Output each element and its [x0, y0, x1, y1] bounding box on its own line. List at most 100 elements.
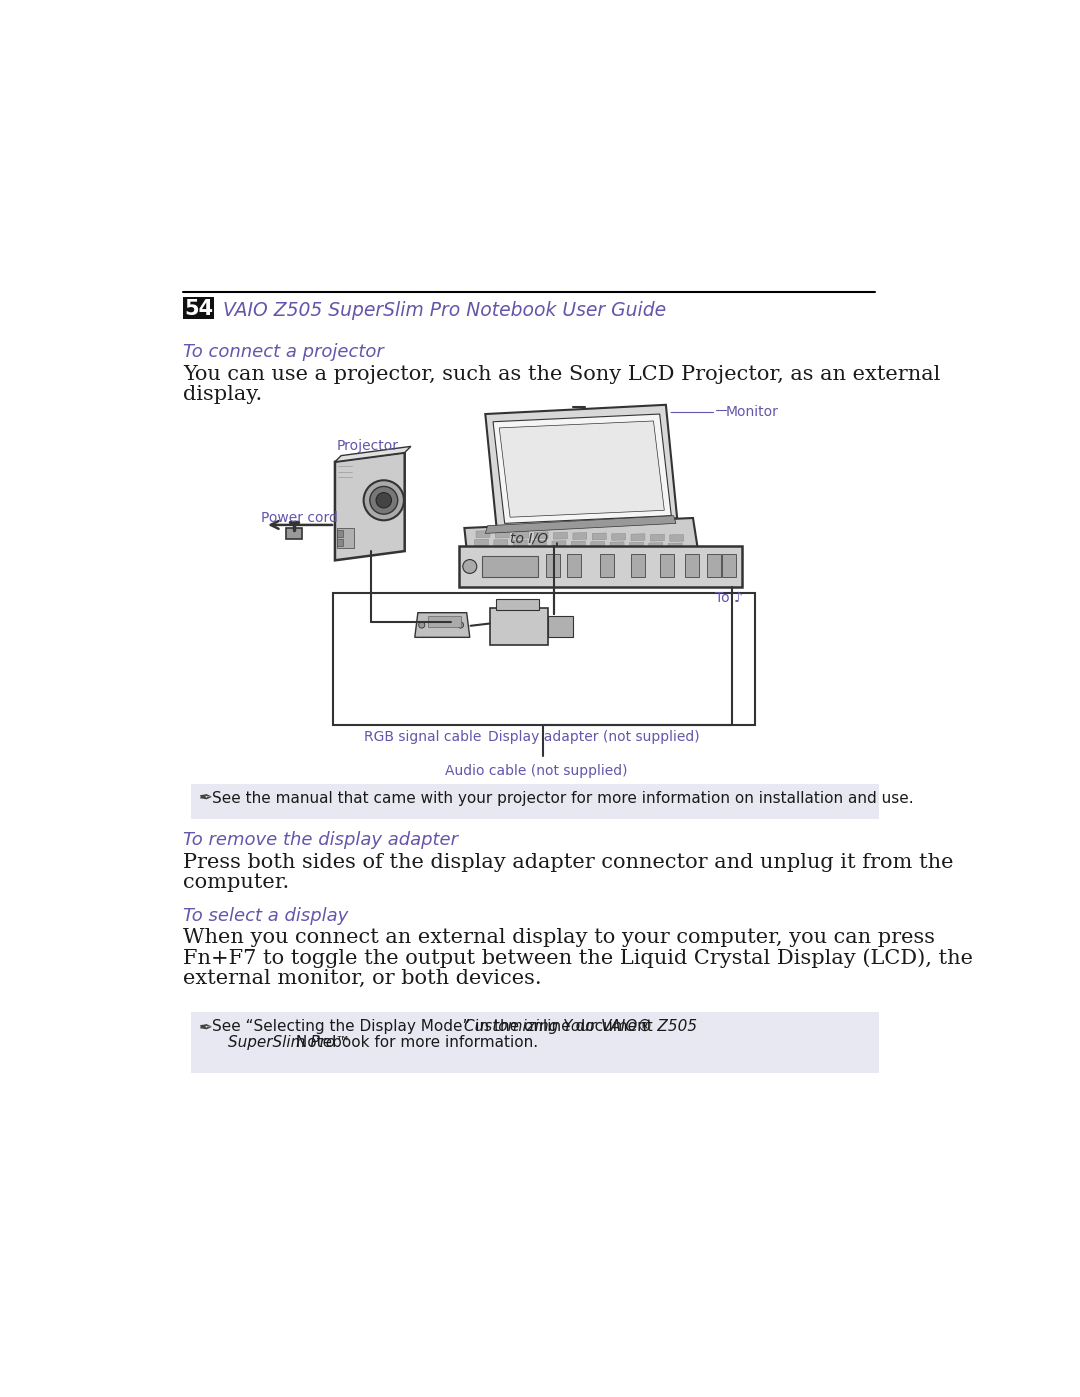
Polygon shape	[554, 532, 567, 539]
Polygon shape	[608, 550, 622, 557]
Polygon shape	[485, 515, 676, 534]
Text: Customizing Your VAIO® Z505: Customizing Your VAIO® Z505	[464, 1020, 698, 1034]
Text: When you connect an external display to your computer, you can press: When you connect an external display to …	[183, 929, 935, 947]
Text: To connect a projector: To connect a projector	[183, 344, 383, 362]
Text: external monitor, or both devices.: external monitor, or both devices.	[183, 968, 542, 988]
FancyBboxPatch shape	[482, 556, 538, 577]
Polygon shape	[494, 539, 508, 546]
Polygon shape	[588, 559, 602, 566]
Polygon shape	[552, 541, 566, 548]
Polygon shape	[496, 531, 510, 538]
Polygon shape	[335, 453, 405, 560]
FancyBboxPatch shape	[600, 555, 613, 577]
FancyBboxPatch shape	[337, 539, 342, 546]
Polygon shape	[549, 557, 563, 564]
Text: to I/O: to I/O	[510, 532, 549, 546]
Text: Audio cable (not supplied): Audio cable (not supplied)	[445, 764, 627, 778]
Polygon shape	[627, 550, 642, 557]
FancyBboxPatch shape	[490, 608, 548, 645]
Circle shape	[364, 481, 404, 520]
FancyBboxPatch shape	[567, 555, 581, 577]
Polygon shape	[607, 559, 621, 566]
Polygon shape	[476, 531, 490, 538]
Text: ✒: ✒	[199, 1020, 213, 1037]
Text: To ♪: To ♪	[715, 591, 743, 605]
Polygon shape	[515, 531, 529, 538]
Polygon shape	[535, 532, 548, 539]
Polygon shape	[592, 534, 606, 539]
FancyBboxPatch shape	[723, 555, 737, 577]
FancyBboxPatch shape	[707, 555, 721, 577]
Text: 54: 54	[184, 299, 213, 319]
Polygon shape	[631, 534, 645, 541]
Polygon shape	[492, 548, 507, 555]
Polygon shape	[494, 414, 672, 524]
Text: Display adapter (not supplied): Display adapter (not supplied)	[488, 729, 699, 743]
Polygon shape	[464, 518, 701, 580]
Polygon shape	[570, 549, 583, 556]
Circle shape	[419, 622, 424, 629]
Circle shape	[458, 622, 463, 629]
Text: Fn+F7 to toggle the output between the Liquid Crystal Display (LCD), the: Fn+F7 to toggle the output between the L…	[183, 949, 973, 968]
Circle shape	[376, 493, 392, 509]
Polygon shape	[473, 548, 487, 555]
Polygon shape	[490, 556, 504, 563]
FancyBboxPatch shape	[548, 616, 572, 637]
Text: computer.: computer.	[183, 873, 289, 891]
Polygon shape	[646, 560, 660, 567]
Text: ✒: ✒	[199, 789, 213, 807]
Text: VAIO Z505 SuperSlim Pro Notebook User Guide: VAIO Z505 SuperSlim Pro Notebook User Gu…	[224, 300, 666, 320]
Circle shape	[369, 486, 397, 514]
Polygon shape	[415, 613, 470, 637]
FancyBboxPatch shape	[545, 555, 559, 577]
Polygon shape	[531, 549, 545, 556]
Polygon shape	[670, 535, 684, 542]
FancyBboxPatch shape	[459, 546, 742, 587]
Polygon shape	[471, 556, 485, 563]
Text: To select a display: To select a display	[183, 907, 348, 925]
Text: You can use a projector, such as the Sony LCD Projector, as an external: You can use a projector, such as the Son…	[183, 365, 941, 384]
Polygon shape	[571, 541, 585, 548]
Polygon shape	[485, 405, 677, 531]
Polygon shape	[513, 539, 527, 546]
Polygon shape	[647, 550, 661, 557]
Polygon shape	[512, 549, 526, 556]
FancyBboxPatch shape	[337, 528, 353, 548]
Text: RGB signal cable: RGB signal cable	[364, 729, 482, 743]
Polygon shape	[665, 560, 679, 567]
Polygon shape	[510, 557, 524, 564]
FancyBboxPatch shape	[337, 529, 342, 538]
Polygon shape	[474, 539, 488, 546]
Text: display.: display.	[183, 384, 262, 404]
Text: See the manual that came with your projector for more information on installatio: See the manual that came with your proje…	[213, 791, 914, 806]
Text: Power cord: Power cord	[261, 511, 338, 525]
FancyBboxPatch shape	[661, 555, 674, 577]
Text: To remove the display adapter: To remove the display adapter	[183, 831, 458, 849]
Polygon shape	[669, 543, 683, 550]
Polygon shape	[568, 557, 582, 564]
Polygon shape	[484, 518, 681, 543]
Polygon shape	[335, 447, 410, 462]
Text: Projector: Projector	[337, 439, 399, 453]
FancyBboxPatch shape	[428, 616, 460, 627]
FancyBboxPatch shape	[191, 1011, 879, 1073]
Polygon shape	[650, 534, 664, 541]
Circle shape	[463, 560, 476, 573]
Text: Press both sides of the display adapter connector and unplug it from the: Press both sides of the display adapter …	[183, 854, 954, 872]
Polygon shape	[666, 552, 680, 559]
Text: See “Selecting the Display Mode” in the online document: See “Selecting the Display Mode” in the …	[213, 1020, 658, 1034]
Polygon shape	[551, 549, 565, 556]
FancyBboxPatch shape	[191, 784, 879, 819]
Polygon shape	[626, 559, 640, 566]
Text: Monitor: Monitor	[726, 405, 779, 419]
FancyBboxPatch shape	[286, 528, 301, 539]
Polygon shape	[649, 542, 663, 549]
Polygon shape	[499, 420, 664, 517]
FancyBboxPatch shape	[685, 555, 699, 577]
FancyBboxPatch shape	[496, 599, 539, 609]
Polygon shape	[630, 542, 644, 549]
Polygon shape	[572, 532, 586, 539]
Text: Notebook for more information.: Notebook for more information.	[291, 1035, 538, 1049]
Polygon shape	[611, 534, 625, 541]
Text: SuperSlim Pro™: SuperSlim Pro™	[228, 1035, 351, 1049]
